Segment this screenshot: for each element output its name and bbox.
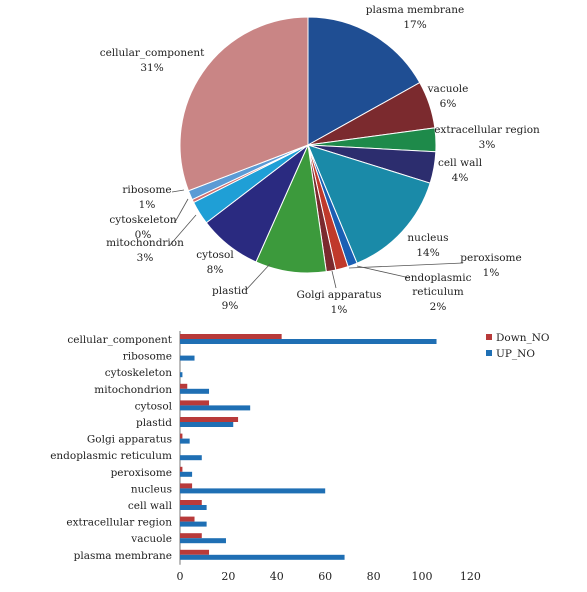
pie-leader-endoplasmic-reticulum [356, 265, 411, 279]
bar-up-no-peroxisome [180, 471, 193, 477]
pie-label-extracellular-region: extracellular region 3% [434, 124, 540, 151]
pie-label-endoplasmic-reticulum: endoplasmic reticulum 2% [405, 272, 472, 313]
bar-down-no-vacuole [180, 533, 202, 539]
bar-up-no-extracellular-region [180, 521, 207, 527]
pie-label-nucleus: nucleus 14% [407, 232, 448, 259]
pie-label-cellular-component: cellular_component 31% [100, 47, 205, 74]
x-tick-label: 0 [177, 570, 184, 583]
bar-up-no-endoplasmic-reticulum [180, 455, 202, 461]
bar-down-no-nucleus [180, 483, 193, 489]
y-tick-label-ribosome: ribosome [123, 351, 172, 363]
y-tick-label-golgi-apparatus: Golgi apparatus [87, 434, 172, 446]
y-tick-label-plastid: plastid [136, 417, 172, 429]
pie-leader-plastid [245, 263, 271, 291]
pie-slice-cellular-component [179, 16, 309, 192]
pie-label-mitochondrion: mitochondrion 3% [106, 237, 184, 264]
x-tick-label: 20 [221, 570, 235, 583]
bar-up-no-cytoskeleton [180, 372, 183, 378]
pie-label-ribosome: ribosome 1% [122, 184, 171, 211]
legend-label-up-no: UP_NO [496, 348, 535, 360]
y-tick-label-nucleus: nucleus [131, 483, 172, 495]
pie-slice-nucleus [307, 144, 431, 264]
pie-leader-peroxisome [348, 262, 464, 269]
bar-up-no-plastid [180, 422, 234, 427]
pie-leader-mitochondrion [169, 214, 197, 246]
y-tick-label-extracellular-region: extracellular region [66, 517, 172, 529]
bar-up-no-cytosol [180, 405, 251, 411]
y-tick-label-cellular-component: cellular_component [67, 334, 172, 346]
bar-up-no-mitochondrion [180, 388, 210, 394]
x-tick-label: 60 [318, 570, 332, 583]
bar-down-no-extracellular-region [180, 516, 195, 522]
legend-swatch-up-no [486, 350, 492, 356]
x-tick-label: 100 [412, 570, 433, 583]
y-tick-label-peroxisome: peroxisome [111, 467, 172, 479]
bar-up-no-cellular-component [180, 339, 437, 344]
bar-up-no-ribosome [180, 355, 195, 361]
bar-down-no-peroxisome [180, 466, 183, 472]
pie-label-vacuole: vacuole 6% [427, 83, 469, 110]
bar-down-no-plastid [180, 417, 239, 422]
pie-label-peroxisome: peroxisome 1% [460, 252, 521, 279]
legend: Down_NO UP_NO [486, 332, 550, 360]
bar-up-no-cell-wall [180, 505, 207, 510]
bar-up-no-vacuole [180, 538, 226, 544]
pie-label-cell-wall: cell wall 4% [438, 157, 483, 184]
pie-leader-ribosome [171, 189, 185, 193]
pie-label-cytoskeleton: cytoskeleton 0% [109, 214, 176, 241]
pie-label-plasma-membrane: plasma membrane 17% [366, 4, 464, 31]
bar-down-no-mitochondrion [180, 383, 188, 389]
pie-leader-cytoskeleton [174, 198, 189, 223]
y-tick-label-cytoskeleton: cytoskeleton [105, 367, 172, 379]
y-tick-label-plasma-membrane: plasma membrane [74, 550, 172, 562]
x-tick-label: 120 [460, 570, 481, 583]
legend-label-down-no: Down_NO [496, 332, 550, 344]
x-tick-label: 80 [367, 570, 381, 583]
bar-down-no-cellular-component [180, 334, 282, 339]
pie-label-plastid: plastid 9% [212, 285, 248, 312]
bar-up-no-nucleus [180, 488, 326, 494]
bar-down-no-cytosol [180, 400, 210, 406]
pie-label-golgi-apparatus: Golgi apparatus 1% [296, 289, 381, 316]
bar-up-no-golgi-apparatus [180, 438, 190, 444]
y-tick-label-mitochondrion: mitochondrion [94, 384, 172, 396]
y-tick-label-cell-wall: cell wall [128, 500, 173, 512]
bar-down-no-cell-wall [180, 500, 202, 505]
bar-down-no-plasma-membrane [180, 549, 210, 555]
pie-leader-golgi-apparatus [331, 270, 337, 289]
pie-slice-plasma-membrane [307, 16, 421, 146]
legend-swatch-down-no [486, 334, 492, 340]
y-tick-label-vacuole: vacuole [130, 533, 172, 545]
y-tick-label-cytosol: cytosol [135, 400, 173, 412]
pie-chart: plasma membrane 17% vacuole 6% extracellular… [100, 4, 540, 316]
pie-label-cytosol: cytosol 8% [196, 249, 234, 276]
x-tick-label: 40 [270, 570, 284, 583]
bar-up-no-plasma-membrane [180, 554, 345, 560]
bar-down-no-golgi-apparatus [180, 433, 183, 439]
y-tick-label-endoplasmic-reticulum: endoplasmic reticulum [50, 450, 172, 462]
